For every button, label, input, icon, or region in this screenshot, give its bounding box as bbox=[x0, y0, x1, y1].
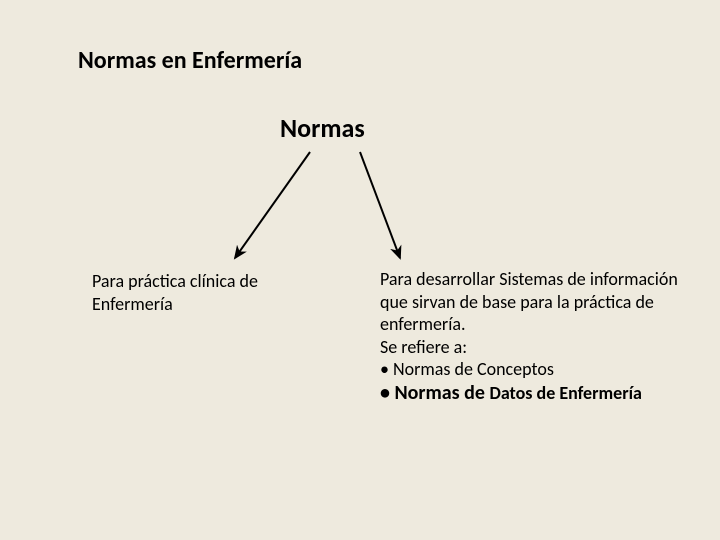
center-node-normas: Normas bbox=[280, 112, 365, 144]
branch-left-text: Para práctica clínica de Enfermería bbox=[92, 270, 322, 315]
branch-right: Para desarrollar Sistemas de información… bbox=[380, 268, 690, 406]
branch-right-para2: Se refiere a: bbox=[380, 336, 690, 359]
slide-title: Normas en Enfermería bbox=[78, 46, 302, 75]
branch-right-para1: Para desarrollar Sistemas de información… bbox=[380, 268, 690, 336]
branch-left: Para práctica clínica de Enfermería bbox=[92, 270, 322, 315]
bullet2-rest: Datos de Enfermería bbox=[489, 382, 641, 404]
branch-right-bullet1: • Normas de Conceptos bbox=[380, 358, 690, 381]
bullet2-prefix: • Normas de bbox=[380, 381, 489, 405]
branch-right-bullet2: • Normas de Datos de Enfermería bbox=[380, 381, 690, 406]
